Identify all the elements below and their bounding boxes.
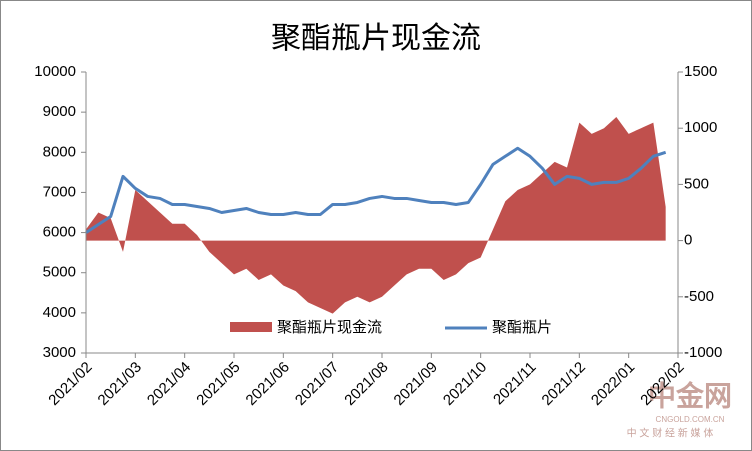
legend-label: 聚酯瓶片现金流 <box>277 319 382 336</box>
y-tick-label: 8000 <box>43 143 76 160</box>
line <box>85 146 667 234</box>
y-tick-label: 7000 <box>43 183 76 200</box>
y2-tick-label: -1000 <box>684 344 722 361</box>
y-tick-label: 10000 <box>34 63 76 80</box>
y-tick-label: 3000 <box>43 344 76 361</box>
area <box>86 116 666 314</box>
y-tick-label: 6000 <box>43 224 76 241</box>
legend-label: 聚酯瓶片 <box>492 319 552 336</box>
watermark-slogan: 中 文 财 经 新 媒 体 <box>627 427 714 440</box>
watermark-brand: 中金网 <box>648 379 732 411</box>
y2-tick-label: 1000 <box>684 119 717 136</box>
legend-swatch <box>230 322 272 332</box>
y-tick-label: 9000 <box>43 103 76 120</box>
chart-title: 聚酯瓶片现金流 <box>271 22 481 55</box>
y2-tick-label: 500 <box>684 175 709 192</box>
y2-tick-label: 1500 <box>684 63 717 80</box>
y-tick-label: 5000 <box>43 264 76 281</box>
y-tick-label: 4000 <box>43 304 76 321</box>
watermark-site: CNGOLD.COM.CN <box>656 415 725 424</box>
y2-tick-label: -500 <box>684 288 714 305</box>
y2-tick-label: 0 <box>684 232 692 249</box>
